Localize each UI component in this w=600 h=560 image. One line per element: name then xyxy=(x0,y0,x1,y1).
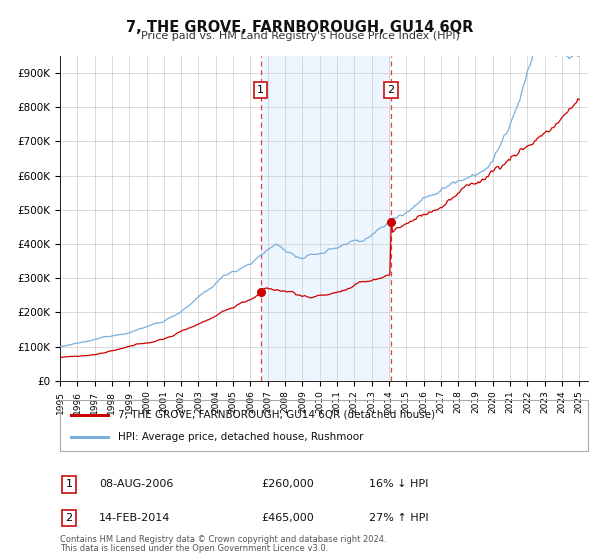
Text: £260,000: £260,000 xyxy=(261,479,314,489)
Text: 7, THE GROVE, FARNBOROUGH, GU14 6QR: 7, THE GROVE, FARNBOROUGH, GU14 6QR xyxy=(127,20,473,35)
Bar xyxy=(261,56,391,381)
Text: 1: 1 xyxy=(65,479,73,489)
Text: Price paid vs. HM Land Registry's House Price Index (HPI): Price paid vs. HM Land Registry's House … xyxy=(140,31,460,41)
Text: 2: 2 xyxy=(388,85,395,95)
Text: £465,000: £465,000 xyxy=(261,513,314,523)
Text: Contains HM Land Registry data © Crown copyright and database right 2024.: Contains HM Land Registry data © Crown c… xyxy=(60,535,386,544)
Text: 2: 2 xyxy=(65,513,73,523)
Text: 7, THE GROVE, FARNBOROUGH, GU14 6QR (detached house): 7, THE GROVE, FARNBOROUGH, GU14 6QR (det… xyxy=(118,409,435,419)
Text: 08-AUG-2006: 08-AUG-2006 xyxy=(99,479,173,489)
Text: This data is licensed under the Open Government Licence v3.0.: This data is licensed under the Open Gov… xyxy=(60,544,328,553)
Text: 16% ↓ HPI: 16% ↓ HPI xyxy=(369,479,428,489)
Text: 14-FEB-2014: 14-FEB-2014 xyxy=(99,513,170,523)
Text: HPI: Average price, detached house, Rushmoor: HPI: Average price, detached house, Rush… xyxy=(118,432,364,442)
Text: 27% ↑ HPI: 27% ↑ HPI xyxy=(369,513,428,523)
Text: 1: 1 xyxy=(257,85,265,95)
